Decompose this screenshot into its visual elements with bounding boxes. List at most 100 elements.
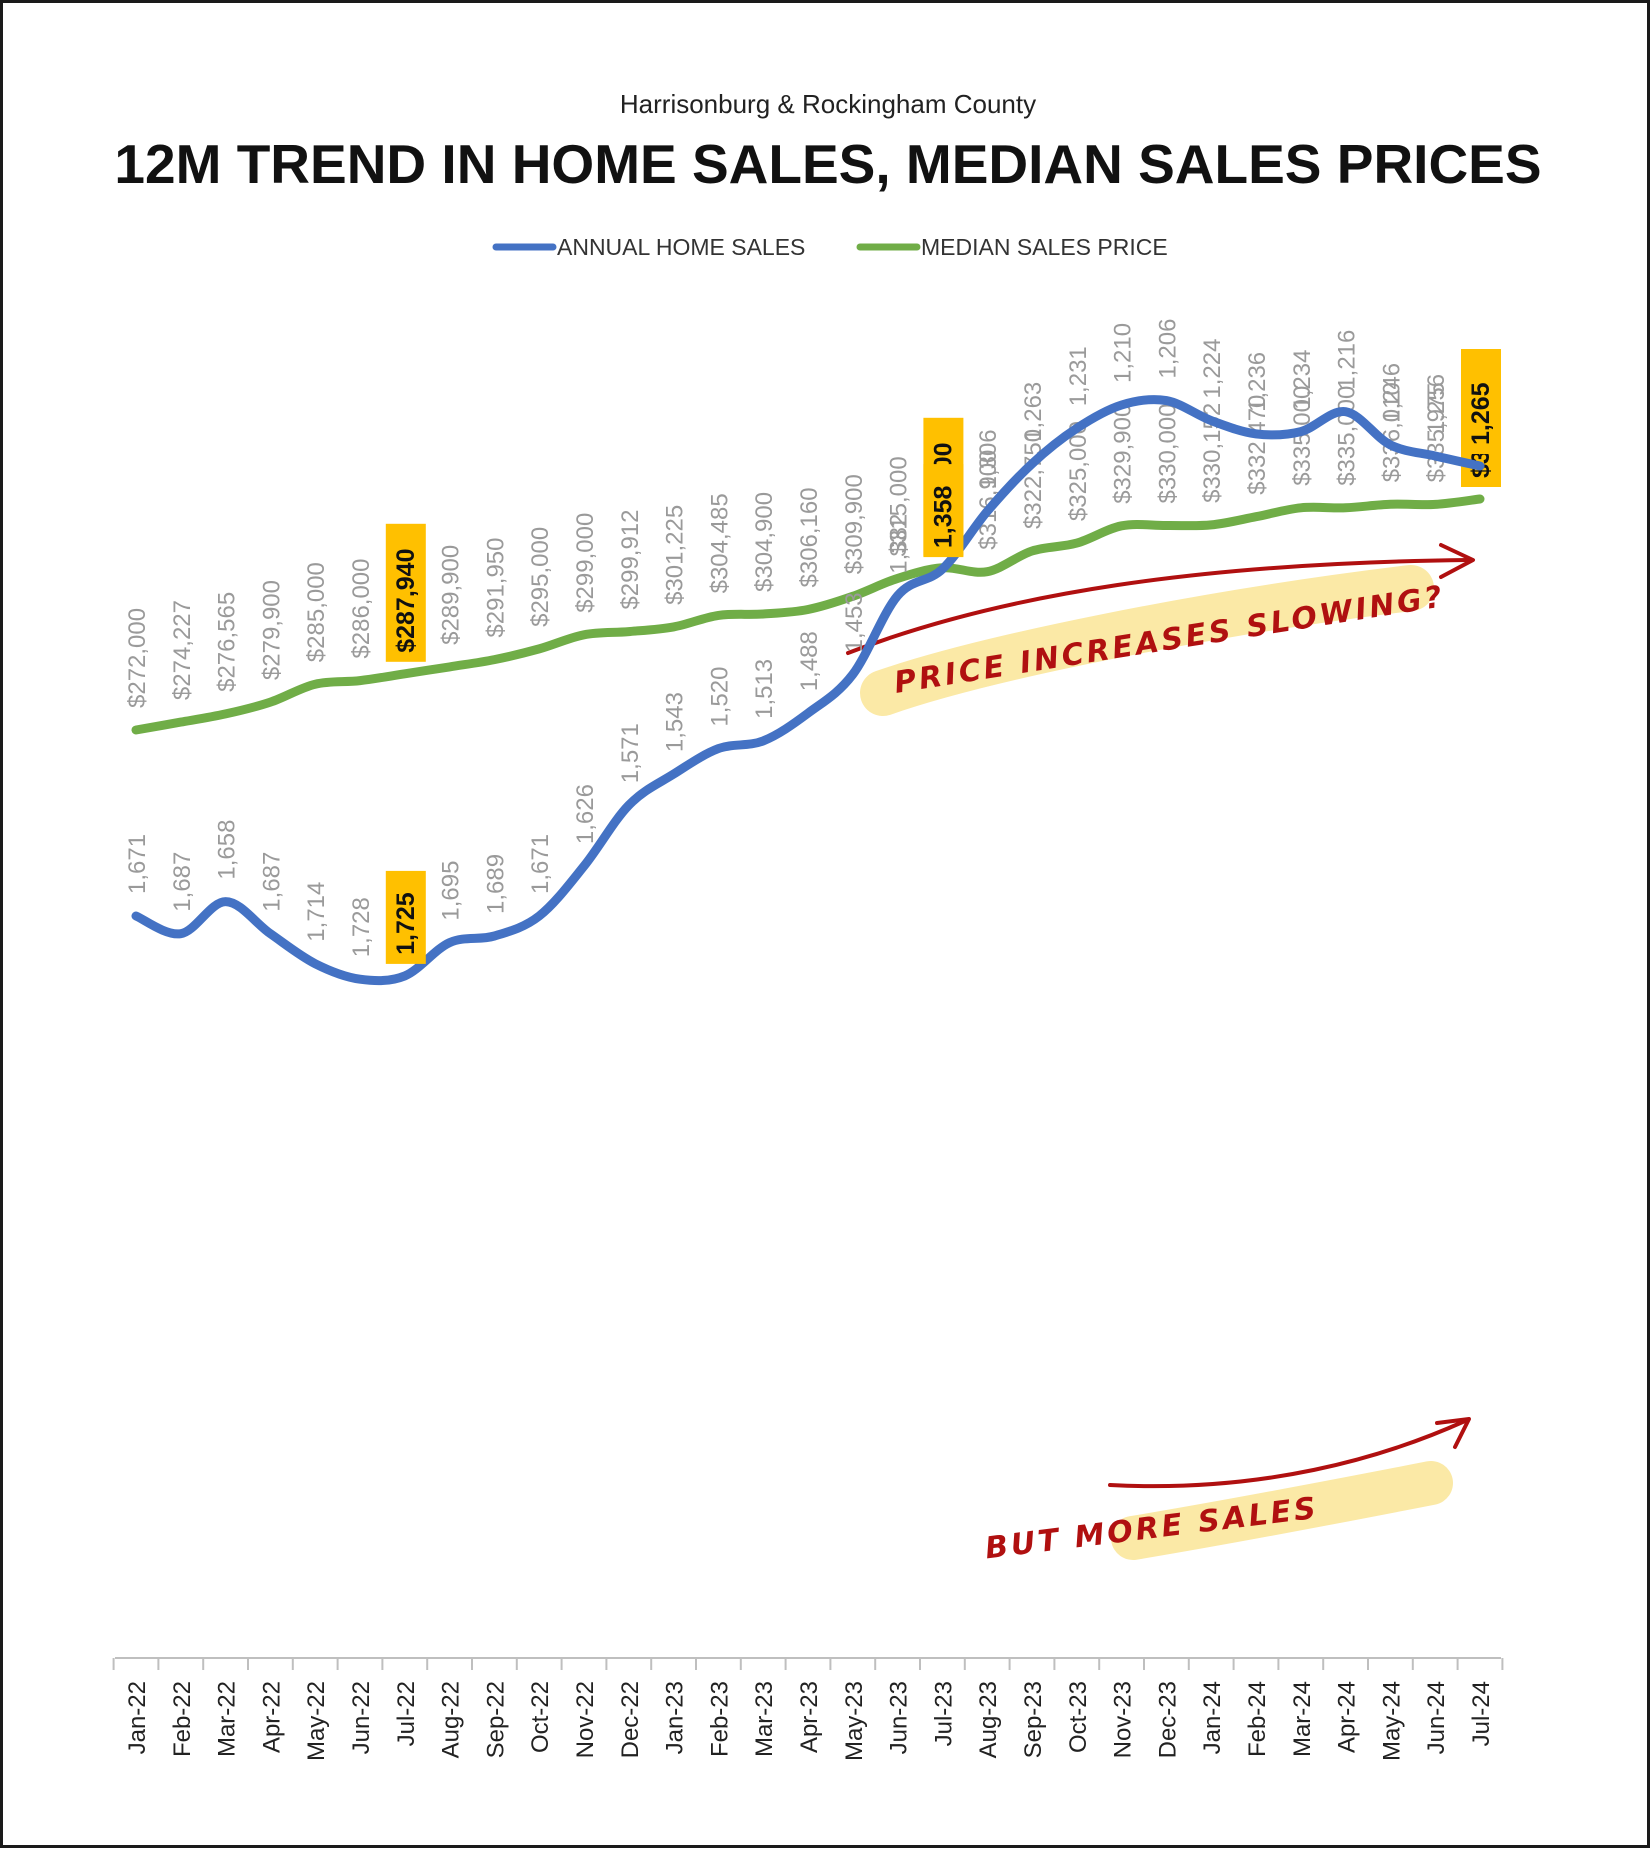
legend: ANNUAL HOME SALES MEDIAN SALES PRICE — [492, 234, 1168, 260]
chart-canvas: Harrisonburg & Rockingham County 12M TRE… — [112, 89, 1542, 1761]
sales-point — [1210, 420, 1212, 422]
sales-data-label: 1,687 — [258, 852, 285, 912]
price-data-label: $336,010 — [1378, 382, 1405, 482]
price-point — [986, 571, 988, 573]
price-point — [1255, 516, 1257, 518]
sales-data-label: 1,695 — [438, 861, 465, 921]
sales-arrow — [1108, 1419, 1467, 1489]
price-data-label: $295,000 — [527, 527, 554, 627]
x-tick-label: Dec-22 — [617, 1681, 644, 1758]
price-point — [1165, 525, 1167, 526]
sales-point — [1389, 444, 1391, 446]
price-point — [180, 721, 182, 723]
price-highlight-box — [385, 523, 426, 662]
price-data-label: $299,000 — [572, 513, 599, 613]
price-point — [1434, 503, 1436, 505]
sales-data-label: 1,210 — [1110, 323, 1137, 383]
sales-data-label: 1,236 — [1244, 352, 1271, 412]
x-tick-label: Oct-22 — [527, 1681, 554, 1753]
sales-point — [1300, 431, 1302, 433]
legend-label-sales: ANNUAL HOME SALES — [557, 234, 805, 260]
sales-point — [359, 978, 361, 980]
sales-point — [269, 933, 271, 935]
sales-point — [807, 712, 809, 714]
price-data-label: $315,000 — [886, 456, 913, 556]
price-point — [1031, 550, 1033, 552]
sales-data-label: 1,571 — [617, 723, 644, 783]
x-tick-label: Jan-22 — [124, 1681, 151, 1754]
sales-point — [180, 933, 182, 935]
x-tick-label: Jul-24 — [1468, 1681, 1495, 1746]
price-point — [717, 614, 719, 616]
x-tick-label: Feb-23 — [706, 1681, 733, 1757]
sales-data-label: 1,687 — [169, 852, 196, 912]
sales-data-label: 1,658 — [214, 820, 241, 880]
price-point — [538, 648, 540, 650]
x-tick-label: Jun-22 — [348, 1681, 375, 1754]
x-tick-label: May-24 — [1378, 1681, 1405, 1761]
x-tick-label: Feb-22 — [169, 1681, 196, 1757]
price-data-label: $332,470 — [1244, 395, 1271, 495]
sales-data-label: 1,306 — [975, 429, 1002, 489]
price-point — [269, 701, 271, 703]
x-tick-label: Mar-22 — [214, 1681, 241, 1757]
sales-data-label: 1,206 — [1154, 319, 1181, 379]
price-data-label: $309,900 — [841, 474, 868, 574]
x-tick-label: Aug-22 — [438, 1681, 465, 1758]
x-tick-label: Sep-22 — [482, 1681, 509, 1758]
sales-point — [673, 773, 675, 775]
price-point — [673, 626, 675, 628]
price-data-label: $289,900 — [438, 545, 465, 645]
price-annotation-highlight — [860, 565, 1434, 716]
sales-data-label: 1,265 — [1467, 382, 1495, 445]
sales-data-label: 1,714 — [303, 882, 330, 942]
sales-data-label: 1,256 — [1423, 374, 1450, 434]
price-point — [1210, 524, 1212, 526]
sales-point — [1434, 455, 1436, 457]
x-tick-label: Apr-24 — [1334, 1681, 1361, 1753]
sales-point — [583, 865, 585, 867]
sales-series: 1,671 1,687 1,658 1,687 1,714 1,728 1,725 1,695… — [124, 319, 1501, 986]
sales-point — [897, 595, 899, 597]
price-data-label: $276,565 — [214, 592, 241, 692]
sales-point — [1479, 465, 1481, 467]
price-arrowhead — [1439, 543, 1475, 579]
price-annotation: PRICE INCREASES SLOWING? — [892, 579, 1448, 701]
sales-point — [538, 915, 540, 917]
sales-point — [449, 942, 451, 944]
x-tick-label: Sep-23 — [1020, 1681, 1047, 1758]
sales-data-label: 1,246 — [1378, 363, 1405, 423]
price-point — [135, 729, 137, 731]
sales-data-label: 1,224 — [1199, 339, 1226, 399]
price-data-label: $279,900 — [258, 580, 285, 680]
sales-point — [493, 935, 495, 937]
price-point — [583, 634, 585, 636]
sales-highlight-box — [385, 870, 426, 964]
legend-label-price: MEDIAN SALES PRICE — [921, 234, 1168, 260]
x-tick-label: Feb-24 — [1244, 1681, 1271, 1757]
sales-point — [762, 740, 764, 742]
x-tick-label: Apr-22 — [258, 1681, 285, 1753]
sales-data-label: 1,382 — [886, 514, 913, 574]
sales-data-label: 1,626 — [572, 784, 599, 844]
sales-data-label: 1,671 — [527, 834, 554, 894]
price-point — [314, 683, 316, 685]
x-tick-label: Jun-24 — [1423, 1681, 1450, 1754]
annotation-arrows — [846, 543, 1475, 1489]
price-point — [1479, 498, 1481, 500]
sales-point — [986, 510, 988, 512]
sales-point — [941, 568, 943, 570]
price-point — [449, 666, 451, 668]
x-tick-label: Jan-24 — [1199, 1681, 1226, 1754]
price-point — [897, 577, 899, 579]
sales-point — [1165, 400, 1167, 402]
sales-data-label: 1,358 — [929, 485, 957, 548]
price-data-label: $335,975 — [1423, 382, 1450, 482]
sales-data-label: 1,488 — [796, 631, 823, 691]
sales-data-label: 1,231 — [1065, 346, 1092, 406]
sales-data-label: 1,234 — [1289, 350, 1316, 410]
sales-highlight-box — [1461, 361, 1501, 454]
sales-point — [1121, 404, 1123, 406]
sales-data-label: 1,689 — [482, 854, 509, 914]
price-data-label: $304,485 — [706, 493, 733, 593]
